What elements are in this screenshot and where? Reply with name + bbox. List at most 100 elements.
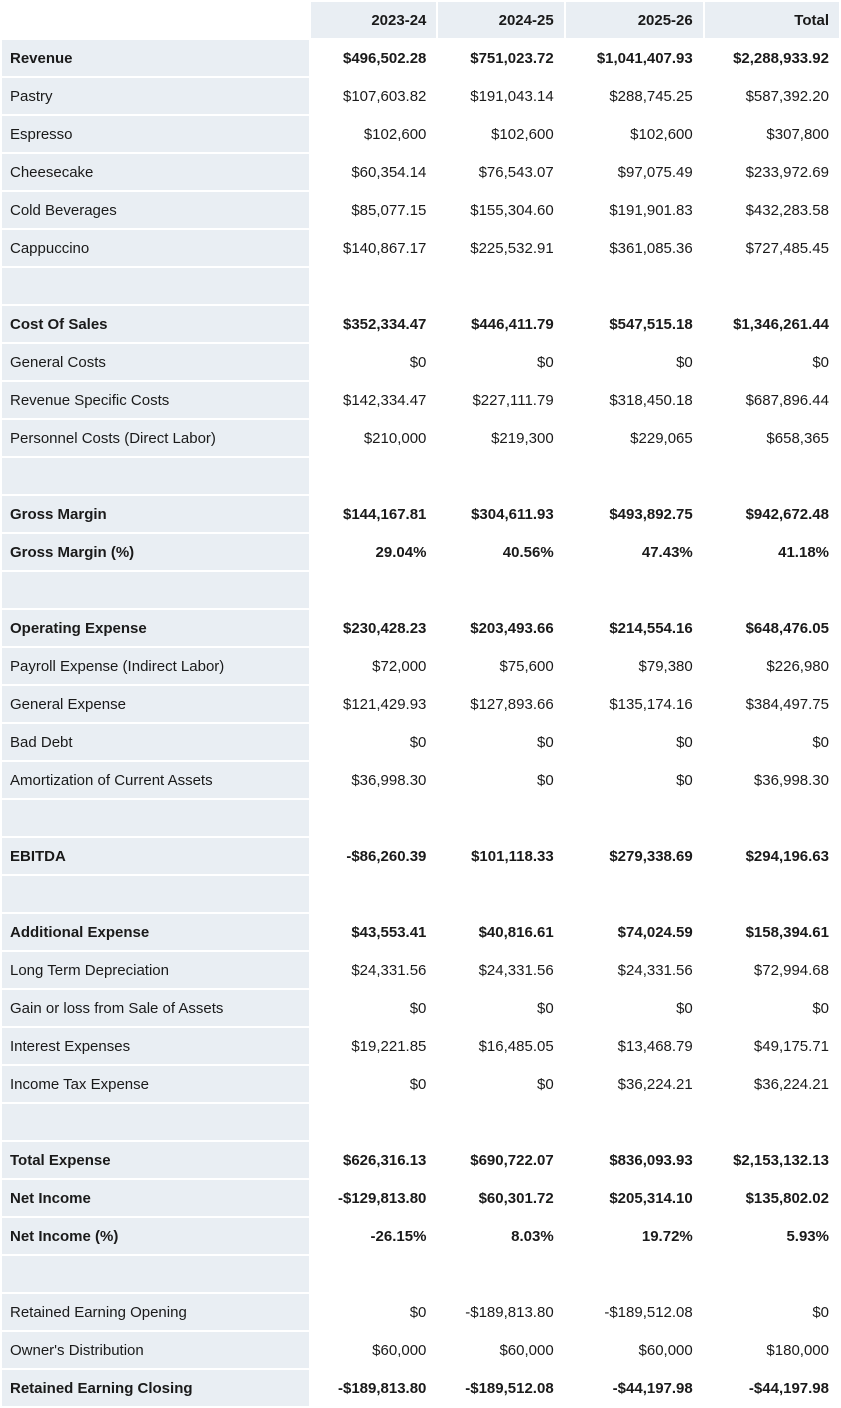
row-value: $16,485.05 [438, 1028, 563, 1064]
spacer-label [2, 572, 309, 608]
row-value: -$189,813.80 [438, 1294, 563, 1330]
table-row: Owner's Distribution$60,000$60,000$60,00… [2, 1332, 839, 1368]
spacer-cell [705, 572, 839, 608]
row-value: $0 [311, 990, 436, 1026]
row-label: Bad Debt [2, 724, 309, 760]
spacer-cell [566, 1104, 703, 1140]
row-value: $191,043.14 [438, 78, 563, 114]
row-value: $107,603.82 [311, 78, 436, 114]
row-value: $0 [566, 724, 703, 760]
spacer-cell [566, 800, 703, 836]
row-value: $0 [705, 344, 839, 380]
spacer-cell [705, 876, 839, 912]
row-label: Pastry [2, 78, 309, 114]
row-value: $76,543.07 [438, 154, 563, 190]
row-value: $942,672.48 [705, 496, 839, 532]
row-value: $214,554.16 [566, 610, 703, 646]
row-value: $1,041,407.93 [566, 40, 703, 76]
row-value: 19.72% [566, 1218, 703, 1254]
spacer-cell [566, 458, 703, 494]
row-value: -$44,197.98 [705, 1370, 839, 1406]
row-value: $144,167.81 [311, 496, 436, 532]
row-value: $0 [438, 344, 563, 380]
row-value: $219,300 [438, 420, 563, 456]
row-label: Long Term Depreciation [2, 952, 309, 988]
spacer-label [2, 876, 309, 912]
spacer-cell [311, 268, 436, 304]
row-label: Income Tax Expense [2, 1066, 309, 1102]
table-row: Cold Beverages$85,077.15$155,304.60$191,… [2, 192, 839, 228]
row-value: -$129,813.80 [311, 1180, 436, 1216]
table-row: Long Term Depreciation$24,331.56$24,331.… [2, 952, 839, 988]
row-label: Net Income (%) [2, 1218, 309, 1254]
financial-table: 2023-24 2024-25 2025-26 Total Revenue$49… [0, 0, 841, 1408]
row-value: 47.43% [566, 534, 703, 570]
table-row: Retained Earning Opening$0-$189,813.80-$… [2, 1294, 839, 1330]
spacer-cell [566, 1256, 703, 1292]
header-col-3: 2025-26 [566, 2, 703, 38]
row-value: -$189,512.08 [438, 1370, 563, 1406]
row-value: $60,301.72 [438, 1180, 563, 1216]
row-value: $2,153,132.13 [705, 1142, 839, 1178]
row-value: $0 [311, 1294, 436, 1330]
row-value: $687,896.44 [705, 382, 839, 418]
row-value: $496,502.28 [311, 40, 436, 76]
header-col-4: Total [705, 2, 839, 38]
table-row: Gain or loss from Sale of Assets$0$0$0$0 [2, 990, 839, 1026]
row-value: $0 [311, 724, 436, 760]
row-value: $140,867.17 [311, 230, 436, 266]
row-value: $0 [438, 1066, 563, 1102]
row-value: $75,600 [438, 648, 563, 684]
row-value: $155,304.60 [438, 192, 563, 228]
row-value: -$86,260.39 [311, 838, 436, 874]
table-row: Cappuccino$140,867.17$225,532.91$361,085… [2, 230, 839, 266]
spacer-cell [566, 876, 703, 912]
row-value: $0 [566, 990, 703, 1026]
row-label: Cappuccino [2, 230, 309, 266]
row-label: Interest Expenses [2, 1028, 309, 1064]
row-value: $142,334.47 [311, 382, 436, 418]
row-value: $19,221.85 [311, 1028, 436, 1064]
row-value: -$189,813.80 [311, 1370, 436, 1406]
row-value: $60,000 [566, 1332, 703, 1368]
row-value: $648,476.05 [705, 610, 839, 646]
row-value: $72,994.68 [705, 952, 839, 988]
row-value: $626,316.13 [311, 1142, 436, 1178]
row-value: $43,553.41 [311, 914, 436, 950]
spacer-label [2, 1104, 309, 1140]
spacer-cell [311, 876, 436, 912]
row-value: $60,354.14 [311, 154, 436, 190]
row-value: $587,392.20 [705, 78, 839, 114]
spacer-label [2, 458, 309, 494]
row-value: $24,331.56 [311, 952, 436, 988]
row-value: $229,065 [566, 420, 703, 456]
spacer-cell [566, 572, 703, 608]
row-value: $24,331.56 [566, 952, 703, 988]
row-label: Gross Margin [2, 496, 309, 532]
row-label: Net Income [2, 1180, 309, 1216]
row-value: $60,000 [311, 1332, 436, 1368]
row-value: 41.18% [705, 534, 839, 570]
table-row: Additional Expense$43,553.41$40,816.61$7… [2, 914, 839, 950]
row-value: $102,600 [566, 116, 703, 152]
row-value: $836,093.93 [566, 1142, 703, 1178]
spacer-cell [438, 458, 563, 494]
spacer-cell [311, 572, 436, 608]
row-value: 8.03% [438, 1218, 563, 1254]
row-label: Cold Beverages [2, 192, 309, 228]
table-row: Revenue Specific Costs$142,334.47$227,11… [2, 382, 839, 418]
header-row: 2023-24 2024-25 2025-26 Total [2, 2, 839, 38]
row-value: $203,493.66 [438, 610, 563, 646]
spacer-cell [311, 1256, 436, 1292]
spacer-cell [705, 268, 839, 304]
row-value: 29.04% [311, 534, 436, 570]
row-value: $0 [705, 1294, 839, 1330]
row-value: $446,411.79 [438, 306, 563, 342]
spacer-cell [705, 1104, 839, 1140]
spacer-cell [311, 1104, 436, 1140]
row-value: -26.15% [311, 1218, 436, 1254]
table-row [2, 458, 839, 494]
table-row: Cost Of Sales$352,334.47$446,411.79$547,… [2, 306, 839, 342]
row-value: $85,077.15 [311, 192, 436, 228]
row-label: EBITDA [2, 838, 309, 874]
